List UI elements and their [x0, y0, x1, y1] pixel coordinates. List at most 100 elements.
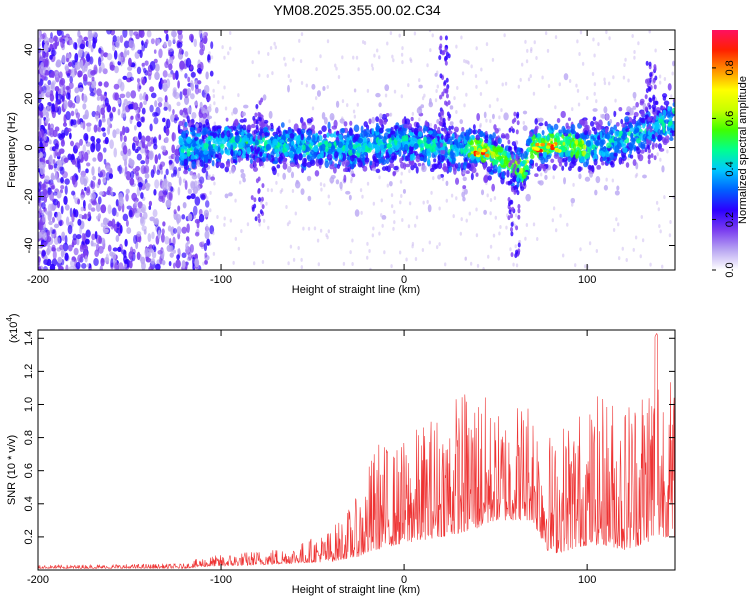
spectrogram-cell — [667, 112, 672, 117]
spectrogram-cell — [153, 49, 157, 54]
spectrogram-cell — [311, 124, 315, 131]
spectrogram-cell — [489, 197, 493, 202]
spectrogram-cell — [530, 47, 533, 52]
spectrogram-cell — [591, 71, 595, 76]
spectrogram-cell — [112, 106, 116, 113]
spectrogram-cell — [209, 208, 212, 213]
spectrogram-cell — [414, 151, 418, 156]
spectrogram-cell — [97, 245, 104, 254]
spectrogram-cell — [113, 147, 118, 158]
spectrogram-cell — [87, 203, 92, 211]
spectrogram-cell — [505, 225, 508, 230]
spectrogram-cell — [493, 196, 497, 201]
spectrogram-cell — [483, 209, 487, 215]
spectrogram-cell — [661, 264, 664, 269]
spectrogram-cell — [255, 103, 259, 109]
spectrogram-cell — [449, 121, 454, 126]
spectrogram-cell — [541, 75, 544, 80]
spectrogram-cell — [41, 91, 45, 97]
chart-title: YM08.2025.355.00.02.C34 — [273, 2, 441, 18]
spectrogram-hotspot — [540, 142, 545, 147]
spectrogram-cell — [136, 251, 141, 261]
spectrogram-cell — [625, 128, 630, 132]
spectrogram-cell — [573, 161, 577, 166]
spectrogram-cell — [378, 55, 381, 60]
spectrogram-cell — [420, 104, 425, 109]
spectrogram-cell — [466, 163, 472, 169]
spectrogram-cell — [204, 154, 208, 162]
spectrogram-cell — [163, 30, 169, 34]
spectrogram-cell — [74, 142, 81, 150]
spectrogram-cell — [593, 127, 598, 135]
spectrogram-cell — [593, 91, 596, 96]
spectrogram-cell — [86, 122, 92, 127]
spectrogram-cell — [71, 119, 77, 126]
spectrogram-cell — [288, 119, 291, 124]
spectrogram-cell — [225, 117, 229, 122]
spectrogram-cell — [255, 124, 259, 130]
spectrogram-cell — [240, 169, 245, 173]
spectrogram-cell — [140, 216, 144, 224]
spectrogram-cell — [579, 140, 583, 147]
spectrogram-cell — [257, 189, 261, 195]
spectrogram-cell — [475, 134, 481, 141]
spectrogram-cell — [442, 149, 446, 155]
spectrogram-cell — [314, 170, 320, 177]
spectrogram-cell — [67, 153, 72, 161]
spectrogram-cell — [237, 156, 241, 163]
spectrogram-cell — [119, 224, 123, 234]
spectrogram-cell — [654, 132, 658, 138]
spectrogram-cell — [207, 136, 212, 140]
spectrogram-cell — [194, 196, 201, 206]
spectrogram-cell — [275, 180, 278, 185]
spectrogram-cell — [654, 48, 657, 53]
spectrogram-cell — [326, 235, 329, 240]
spectrogram-cell — [650, 109, 653, 114]
spectrogram-cell — [378, 231, 381, 236]
spectrogram-cell — [189, 243, 194, 253]
spectrogram-cell — [616, 222, 620, 227]
spectrogram-cell — [123, 259, 129, 265]
spectrogram-cell — [214, 106, 219, 114]
spectrogram-cell — [51, 232, 55, 239]
spectrogram-cell — [80, 194, 85, 200]
spectrogram-cell — [104, 97, 109, 107]
spectrogram-cell — [276, 127, 280, 136]
spectrogram-cell — [465, 129, 470, 137]
spectrogram-cell — [517, 84, 521, 89]
spectrogram-cell — [633, 115, 637, 120]
spectrogram-cell — [215, 136, 219, 142]
spectrogram-cell — [140, 116, 145, 123]
spectrogram-cell — [177, 30, 183, 35]
spectrogram-cell — [40, 33, 46, 40]
spectrogram-cell — [601, 152, 606, 158]
spectrogram-cell — [139, 212, 143, 218]
spectrogram-cell — [38, 131, 41, 141]
spectrogram-cell — [49, 226, 53, 234]
spectrogram-cell — [350, 155, 355, 162]
spectrogram-cell — [210, 176, 216, 181]
spectrogram-cell — [501, 171, 505, 179]
spectrogram-cell — [605, 177, 608, 182]
spectrogram-cell — [172, 236, 176, 246]
spectrogram-cell — [625, 162, 630, 168]
spectrogram-cell — [172, 109, 175, 115]
spectrogram-cell — [409, 153, 414, 162]
spectrogram-cell — [563, 73, 569, 81]
spectrogram-cell — [508, 127, 512, 133]
spectrogram-cell — [113, 83, 120, 90]
spectrogram-cell — [164, 235, 170, 245]
spectrogram-cell — [356, 146, 362, 154]
spectrogram-cell — [353, 114, 357, 119]
spectrogram-cell — [277, 172, 280, 177]
spectrogram-cell — [527, 138, 532, 144]
spectrogram-cell — [153, 58, 158, 64]
spectrogram-cell — [84, 238, 90, 245]
spectrogram-cell — [444, 100, 448, 106]
spectrogram-cell — [149, 104, 154, 113]
spectrogram-cell — [576, 39, 579, 44]
spectrogram-cell — [363, 41, 367, 46]
x-tick-label: 100 — [578, 574, 596, 586]
spectrogram-cell — [175, 154, 180, 164]
spectrogram-cell — [168, 49, 171, 57]
